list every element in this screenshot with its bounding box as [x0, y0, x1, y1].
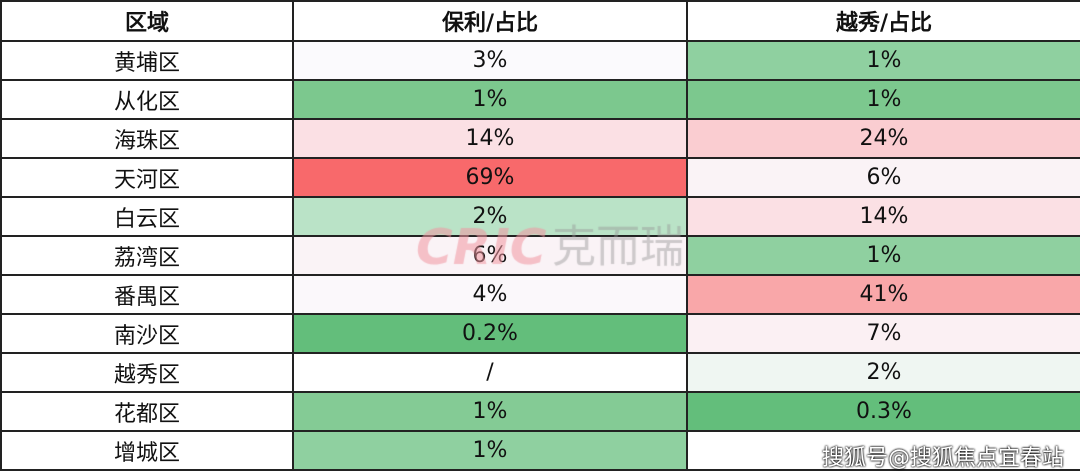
poly-share-cell: 1% — [292, 79, 688, 120]
poly-share-cell: 3% — [292, 40, 688, 81]
region-cell: 花都区 — [0, 391, 294, 432]
poly-share-cell: 14% — [292, 118, 688, 159]
yuexiu-share-cell: 14% — [686, 196, 1080, 237]
region-cell: 番禺区 — [0, 274, 294, 315]
table-row: 从化区 1% 1% — [0, 79, 1080, 120]
table-row: 白云区 2% 14% — [0, 196, 1080, 237]
poly-share-cell: 1% — [292, 430, 688, 471]
poly-share-cell: 4% — [292, 274, 688, 315]
header-region: 区域 — [0, 0, 294, 42]
poly-share-cell: 69% — [292, 157, 688, 198]
table-row: 荔湾区 6% 1% — [0, 235, 1080, 276]
region-cell: 增城区 — [0, 430, 294, 471]
poly-share-cell: / — [292, 352, 688, 393]
table-row: 海珠区 14% 24% — [0, 118, 1080, 159]
region-cell: 南沙区 — [0, 313, 294, 354]
region-cell: 从化区 — [0, 79, 294, 120]
region-cell: 天河区 — [0, 157, 294, 198]
region-cell: 海珠区 — [0, 118, 294, 159]
poly-share-cell: 6% — [292, 235, 688, 276]
region-cell: 荔湾区 — [0, 235, 294, 276]
yuexiu-share-cell: 24% — [686, 118, 1080, 159]
table-row: 花都区 1% 0.3% — [0, 391, 1080, 432]
yuexiu-share-cell: 1% — [686, 235, 1080, 276]
yuexiu-share-cell: 1% — [686, 79, 1080, 120]
poly-share-cell: 0.2% — [292, 313, 688, 354]
poly-share-cell: 2% — [292, 196, 688, 237]
yuexiu-share-cell: 1% — [686, 40, 1080, 81]
yuexiu-share-cell: 41% — [686, 274, 1080, 315]
yuexiu-share-cell — [686, 430, 1080, 471]
yuexiu-share-cell: 6% — [686, 157, 1080, 198]
table-row: 番禺区 4% 41% — [0, 274, 1080, 315]
poly-share-cell: 1% — [292, 391, 688, 432]
table-row: 天河区 69% 6% — [0, 157, 1080, 198]
table-row: 南沙区 0.2% 7% — [0, 313, 1080, 354]
table-row: 黄埔区 3% 1% — [0, 40, 1080, 81]
table-row: 越秀区/2% — [0, 352, 1080, 393]
yuexiu-share-cell: 2% — [686, 352, 1080, 393]
table-row: 增城区 1% — [0, 430, 1080, 471]
region-cell: 黄埔区 — [0, 40, 294, 81]
region-cell: 越秀区 — [0, 352, 294, 393]
region-cell: 白云区 — [0, 196, 294, 237]
yuexiu-share-cell: 7% — [686, 313, 1080, 354]
yuexiu-share-cell: 0.3% — [686, 391, 1080, 432]
header-row: 区域 保利/占比 越秀/占比 — [0, 0, 1080, 42]
header-poly: 保利/占比 — [292, 0, 688, 42]
header-yuexiu: 越秀/占比 — [686, 0, 1080, 42]
